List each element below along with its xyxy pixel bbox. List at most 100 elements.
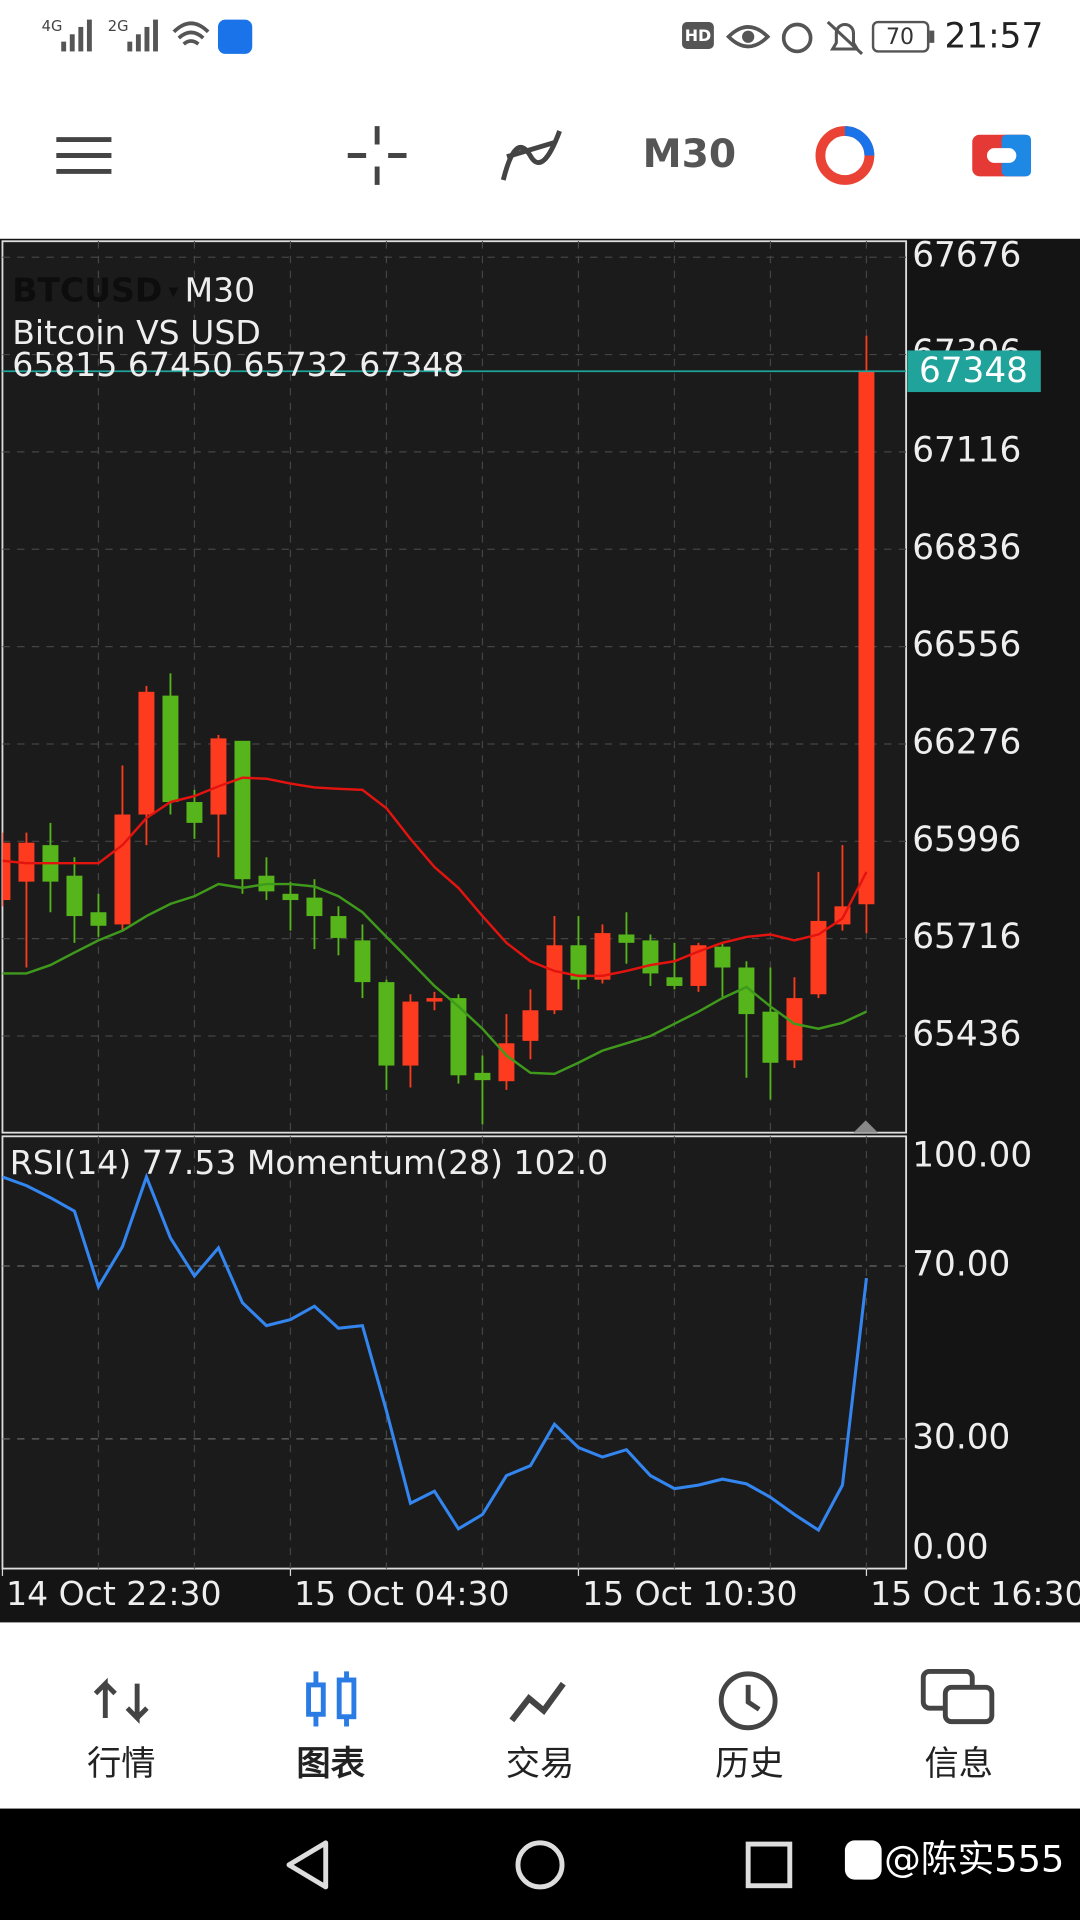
indicator-button[interactable]: [500, 130, 562, 181]
candle-body: [522, 1010, 539, 1041]
candle-body: [66, 875, 83, 917]
indicator-line: [2, 1172, 868, 1533]
eye-icon: [742, 30, 755, 43]
clock: 21:57: [945, 16, 1044, 56]
trade-button: [986, 148, 1017, 163]
scroll-marker: [853, 1120, 878, 1133]
candle-body: [738, 967, 755, 1015]
description: Bitcoin VS USD: [12, 313, 261, 352]
y-tick-label: 67116: [912, 430, 1021, 470]
alarm-icon: [781, 22, 813, 54]
crosshair-button[interactable]: [347, 126, 407, 185]
candle-body: [402, 1001, 419, 1066]
battery-icon: [871, 20, 930, 53]
candle-body: [570, 945, 587, 980]
candle-body: [354, 940, 371, 983]
y-tick-label: 100.00: [912, 1136, 1032, 1176]
x-tick-label: 15 Oct 10:30: [582, 1574, 797, 1613]
home-button[interactable]: [515, 1840, 565, 1890]
nav-icon: [509, 1681, 566, 1723]
x-tick-label: 14 Oct 22:30: [6, 1574, 221, 1613]
chart-header: BTCUSD ▾ M30: [12, 270, 255, 309]
y-tick-label: 66556: [912, 625, 1021, 665]
nav-label[interactable]: 图表: [296, 1744, 365, 1784]
menu-button[interactable]: [56, 137, 112, 174]
nav-icon: [745, 1684, 761, 1712]
y-tick-label: 70.00: [912, 1245, 1010, 1285]
ohlc-value: 67348: [359, 345, 464, 384]
hd-label: HD: [685, 26, 712, 45]
bottom-nav-bg: [0, 1622, 1080, 1809]
x-tick-label: 15 Oct 16:30: [870, 1574, 1080, 1613]
timeframe: M30: [185, 270, 256, 309]
y-tick-label: 66836: [912, 528, 1021, 568]
signal-icon: [61, 19, 92, 52]
nav-label[interactable]: 行情: [87, 1744, 156, 1784]
nav-icon: [306, 1671, 357, 1727]
x-tick-label: 15 Oct 04:30: [294, 1574, 509, 1613]
candle-body: [858, 371, 875, 905]
indicator-label: RSI(14) 77.53 Momentum(28) 102.0: [10, 1143, 608, 1182]
candle-body: [282, 893, 299, 901]
candle-body: [306, 897, 323, 917]
last-price-box: [907, 350, 1041, 393]
watermark-logo: [844, 1840, 882, 1880]
symbol: BTCUSD: [12, 270, 162, 309]
separator: [233, 345, 244, 384]
candle-body: [210, 738, 227, 815]
nav-icon: [93, 1677, 149, 1724]
candle-body: [186, 802, 203, 823]
y-tick-label: 66276: [912, 722, 1021, 762]
ohlc-value: 65732: [244, 345, 349, 384]
candle-body: [546, 945, 563, 1011]
candle-body: [642, 940, 659, 974]
nav-label[interactable]: 交易: [506, 1744, 575, 1784]
watermark: @陈实555: [884, 1838, 1064, 1881]
nav-icon: [718, 1671, 778, 1731]
candle-body: [2, 842, 11, 901]
candle-body: [666, 977, 683, 986]
candle-body: [474, 1072, 491, 1081]
separator: [117, 345, 128, 384]
signal-icon: [127, 19, 158, 52]
bottom-nav: 行情 图表 交易 历史 信息: [87, 1744, 993, 1784]
y-tick-label: 65996: [912, 820, 1021, 860]
candle-body: [450, 998, 467, 1076]
eye-icon: [725, 25, 771, 49]
candle-body: [90, 912, 107, 926]
candle-body: [618, 934, 635, 943]
ohlc-value: 65815: [12, 345, 117, 384]
candle-body: [234, 740, 251, 880]
candle-body: [810, 920, 827, 995]
y-tick-label: 0.00: [912, 1527, 988, 1567]
timeframe-button[interactable]: M30: [643, 132, 737, 177]
ohlc-value: 67450: [128, 345, 233, 384]
main-panel: [1, 240, 908, 1134]
clock-button: [844, 126, 875, 156]
nav-label[interactable]: 信息: [925, 1744, 994, 1784]
moving-average: [2, 776, 868, 978]
candle-body: [162, 695, 179, 803]
candle-body: [330, 916, 347, 938]
nav-label[interactable]: 历史: [715, 1744, 784, 1784]
last-price-label: 67348: [919, 351, 1028, 391]
hd-bg: [682, 22, 714, 49]
dropdown-arrow: ▾: [162, 279, 184, 302]
ohlc-readout: 65815 67450 65732 67348: [12, 345, 464, 384]
system-nav: [0, 1808, 1080, 1920]
battery-icon: [929, 30, 935, 43]
back-button[interactable]: [286, 1840, 329, 1890]
wifi-icon: [172, 21, 210, 46]
y-tick-label: 67676: [912, 236, 1021, 276]
candle-body: [690, 945, 707, 986]
mute-icon: [826, 20, 864, 55]
recents-button[interactable]: [745, 1841, 793, 1889]
y-tick-label: 65436: [912, 1015, 1021, 1055]
candle-body: [378, 982, 395, 1066]
candle-body: [762, 1011, 779, 1063]
y-tick-label: 30.00: [912, 1417, 1010, 1457]
candle-body: [138, 691, 155, 815]
header-bg: [0, 0, 1080, 239]
price-plot: [2, 256, 907, 1125]
